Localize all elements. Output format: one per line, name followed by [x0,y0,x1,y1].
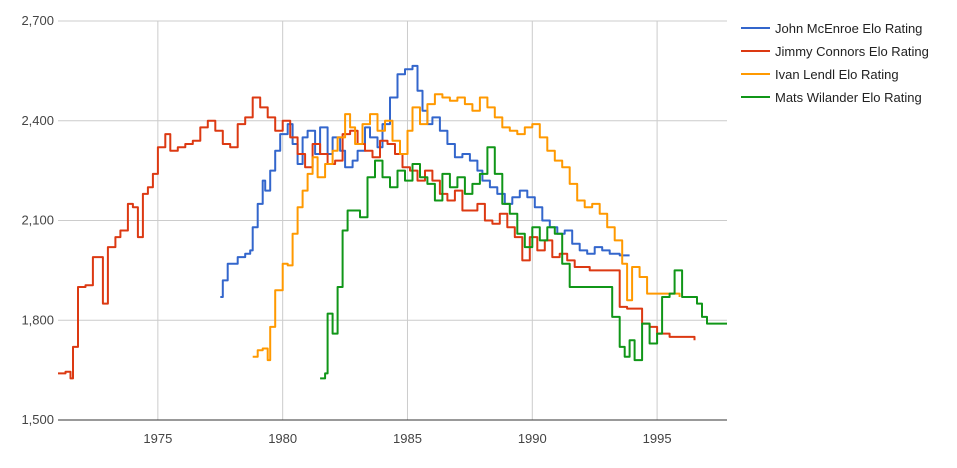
x-tick-label: 1975 [143,431,172,446]
y-tick-label: 1,500 [21,412,54,427]
y-tick-label: 2,100 [21,213,54,228]
legend-item[interactable]: Jimmy Connors Elo Rating [741,44,929,59]
series-line-4[interactable] [320,146,727,380]
legend-label: Ivan Lendl Elo Rating [775,67,899,82]
series-line-1[interactable] [220,64,630,298]
grid-layer [58,20,727,421]
legend-label: Mats Wilander Elo Rating [775,90,922,105]
legend-item[interactable]: John McEnroe Elo Rating [741,21,922,36]
y-tick-label: 1,800 [21,312,54,327]
series-line-2[interactable] [58,96,696,380]
legend: John McEnroe Elo Rating Jimmy Connors Elo… [741,21,929,105]
series-layer [58,64,727,380]
series-line-3[interactable] [252,93,681,362]
legend-label: John McEnroe Elo Rating [775,21,922,36]
legend-item[interactable]: Ivan Lendl Elo Rating [741,67,899,82]
legend-item[interactable]: Mats Wilander Elo Rating [741,90,922,105]
x-tick-label: 1990 [518,431,547,446]
legend-label: Jimmy Connors Elo Rating [775,44,929,59]
y-tick-label: 2,700 [21,13,54,28]
y-tick-label: 2,400 [21,113,54,128]
x-tick-label: 1985 [393,431,422,446]
x-tick-label: 1995 [643,431,672,446]
axis-layer: 1,500 1,800 2,100 2,400 2,700 1975 1980 1985 199… [21,13,727,446]
x-tick-label: 1980 [268,431,297,446]
